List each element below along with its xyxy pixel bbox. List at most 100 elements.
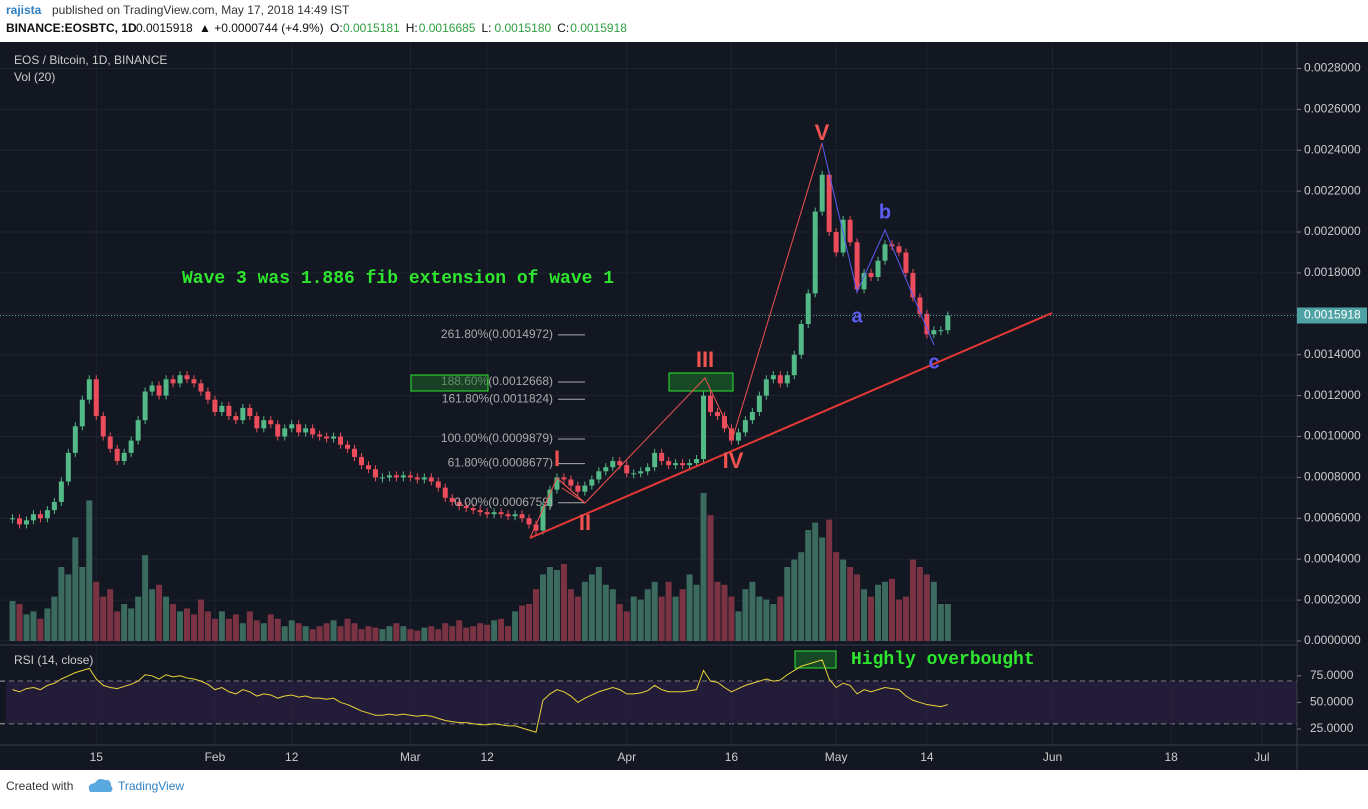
candle [833,232,839,253]
volume-bar [609,589,616,641]
volume-bar [393,623,400,641]
candle [603,467,609,472]
candle [694,459,700,464]
volume-bar [484,624,491,641]
candle [345,444,351,449]
volume-bar [337,626,344,641]
candle [275,424,281,437]
volume-bar [539,574,546,641]
x-tick-label: Feb [205,750,226,764]
candle [226,405,232,417]
footer-bg [0,770,1368,804]
wave-label: II [579,510,591,535]
candle [338,436,344,445]
candle [701,395,707,460]
volume-bar [784,567,791,641]
volume-bar [519,605,526,641]
candle [582,485,588,492]
volume-bar [204,611,211,641]
candle [65,452,71,482]
candle [428,477,434,482]
candle [93,379,99,417]
volume-bar [93,581,100,641]
candle [875,260,881,278]
candle [805,293,811,325]
candle [86,379,92,400]
volume-bar [9,601,16,641]
volume-bar [721,584,728,641]
volume-bar [128,608,135,641]
candle [540,506,546,531]
x-tick-label: Mar [400,750,421,764]
fib-label: 161.80%(0.0011824) [442,391,553,405]
volume-bar [805,530,812,641]
candle [365,465,371,470]
candle [505,514,511,517]
ohlc-label: O: [330,21,343,35]
volume-bar [442,623,449,641]
ohlc-value: 0.0016685 [419,21,476,35]
candle [359,456,364,466]
candle [708,395,713,412]
trendline [529,312,1053,539]
candle [121,452,127,462]
candle [254,416,260,429]
volume [9,493,951,641]
volume-bar [491,620,498,641]
candle [903,252,909,273]
volume-bar [749,581,756,641]
volume-bar [163,596,170,641]
volume-bar [421,627,428,641]
author[interactable]: rajista [6,3,42,17]
candle [10,518,15,520]
volume-bar [847,567,854,641]
volume-bar [386,626,393,641]
volume-bar [316,626,323,641]
volume-bar [351,623,358,641]
volume-bar [791,559,798,641]
volume-bar [819,537,826,641]
volume-bar [30,611,37,641]
footer-brand[interactable]: TradingView [118,779,184,793]
fib-label: 261.80%(0.0014972) [441,327,553,341]
rsi [12,659,948,733]
wave-label: b [879,201,891,223]
x-tick-label: 12 [285,750,299,764]
fib-label: 61.80%(0.0008677) [448,456,553,470]
candle [142,391,148,421]
candle [386,475,392,478]
volume-bar [260,623,267,641]
fib-label: 100.00%(0.0009879) [441,431,553,445]
candle [910,272,916,298]
volume-bar [372,627,379,641]
volume-bar [79,567,86,641]
volume-bar [812,522,819,641]
candle [749,411,755,421]
volume-bar [37,618,44,641]
candle [470,508,476,511]
volume-bar [581,581,588,641]
volume-label: Vol (20) [14,70,55,84]
volume-bar [714,581,721,641]
candle [631,473,637,475]
volume-bar [170,604,177,641]
change: ▲ +0.0000744 (+4.9%) [199,21,324,35]
volume-bar [916,567,923,641]
candle [114,448,120,462]
x-tick-label: Jul [1254,750,1269,764]
candle [714,411,720,417]
candle [16,518,22,525]
volume-bar [463,627,470,641]
overbought-box [794,650,837,669]
ohlc-value: 0.0015180 [494,21,551,35]
volume-bar [944,604,951,641]
y-tick-label: 0.0000000 [1304,633,1361,647]
candle [310,428,316,435]
wave-path-2 [556,477,586,504]
candle [645,467,651,472]
volume-bar [777,596,784,641]
ohlc-value: 0.0015181 [343,21,400,35]
candle [575,485,581,492]
candle [303,428,309,433]
volume-bar [602,584,609,641]
